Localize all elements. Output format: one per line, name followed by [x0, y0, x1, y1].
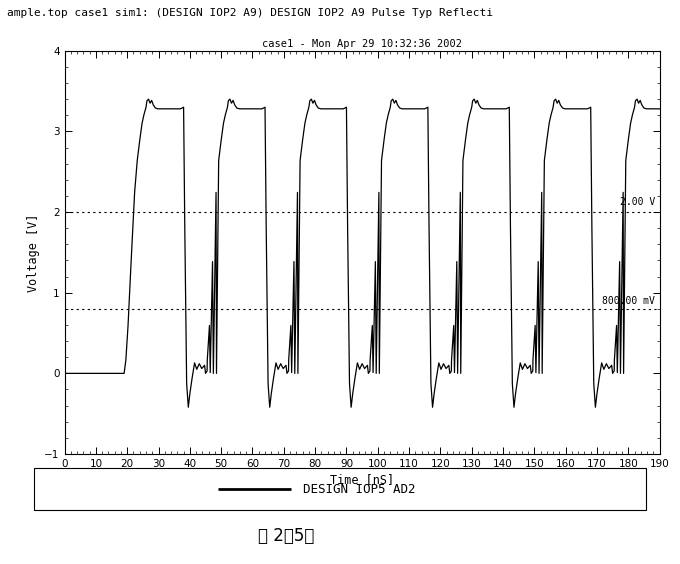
Y-axis label: Voltage [V]: Voltage [V] [27, 213, 40, 292]
Text: DESIGN IOP5 AD2: DESIGN IOP5 AD2 [303, 483, 415, 496]
Text: 图 2－5．: 图 2－5． [258, 527, 315, 545]
Title: case1 - Mon Apr 29 10:32:36 2002: case1 - Mon Apr 29 10:32:36 2002 [262, 38, 462, 49]
Text: 800.00 mV: 800.00 mV [602, 296, 655, 306]
Text: 2.00 V: 2.00 V [619, 197, 655, 207]
Text: ample.top case1 sim1: (DESIGN IOP2 A9) DESIGN IOP2 A9 Pulse Typ Reflecti: ample.top case1 sim1: (DESIGN IOP2 A9) D… [7, 8, 493, 17]
X-axis label: Time [nS]: Time [nS] [330, 473, 394, 486]
